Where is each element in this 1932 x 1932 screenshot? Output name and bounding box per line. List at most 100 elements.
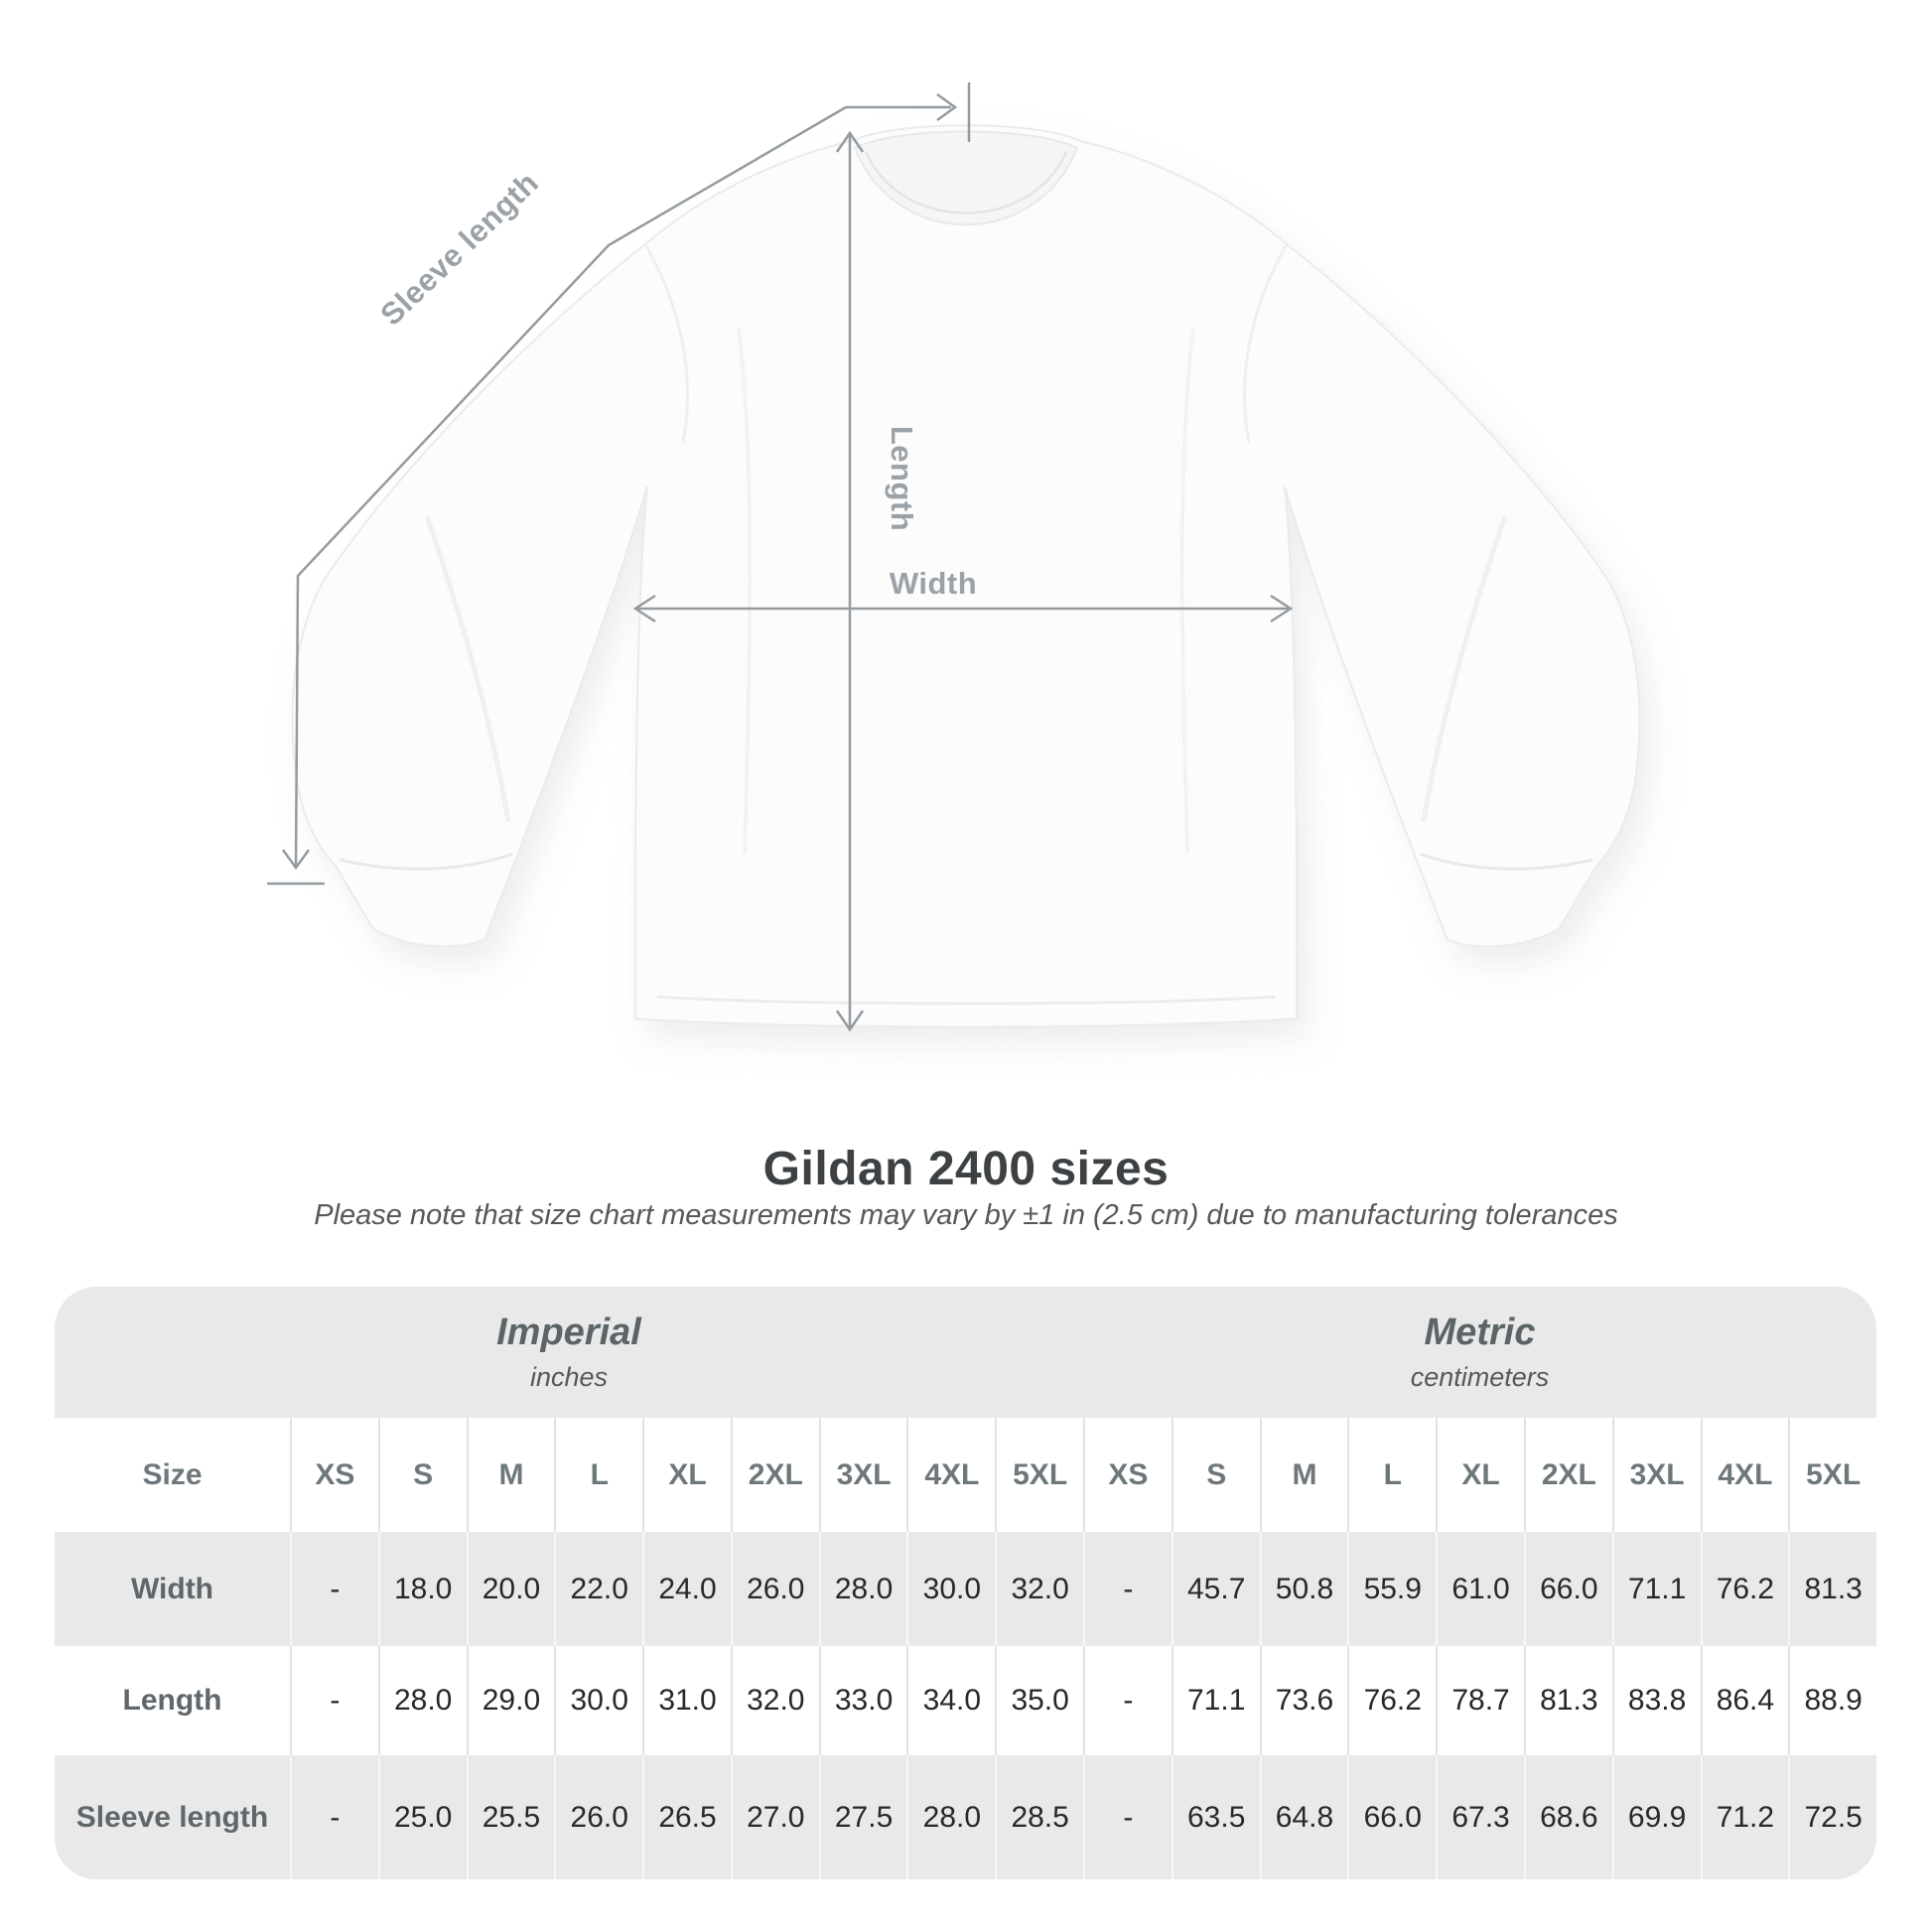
value-cell-imperial: 20.0 (466, 1532, 555, 1646)
value-cell-metric: 73.6 (1259, 1646, 1348, 1755)
value-cell-metric: 45.7 (1171, 1532, 1260, 1646)
value-cell-metric: 69.9 (1611, 1755, 1701, 1879)
value-cell-imperial: 25.5 (466, 1755, 555, 1879)
width-left-arrow-icon (632, 594, 656, 623)
shirt-measurement-diagram: Sleeve length Length Width (267, 82, 1652, 1045)
value-cell-metric: 50.8 (1259, 1532, 1348, 1646)
measure-row-label: Sleeve length (75, 1800, 269, 1834)
value-cell-metric: 63.5 (1171, 1755, 1260, 1879)
size-col-metric-xs: XS (1083, 1418, 1172, 1532)
size-col-imperial-3xl: 3XL (818, 1418, 907, 1532)
value-cell-metric: 71.1 (1171, 1646, 1260, 1755)
size-col-metric-5xl: 5XL (1788, 1418, 1876, 1532)
size-header-label: Size (142, 1457, 203, 1491)
value-cell-imperial: 33.0 (818, 1646, 907, 1755)
value-cell-metric: 88.9 (1788, 1646, 1876, 1755)
collar-seam (864, 151, 1068, 214)
value-cell-metric: 66.0 (1523, 1532, 1612, 1646)
size-col-imperial-2xl: 2XL (730, 1418, 819, 1532)
metric-group-header: Metric centimeters (1083, 1287, 1876, 1418)
measure-row-2: Sleeve length -25.0 25.5 26.0 26.5 27.0 27.5 28… (55, 1755, 1876, 1879)
value-cell-imperial: 28.5 (995, 1755, 1083, 1879)
metric-group-name: Metric (1424, 1311, 1536, 1353)
sleeve-start-arrow-icon (936, 92, 958, 122)
value-cell-metric: 81.3 (1523, 1646, 1612, 1755)
value-cell-metric: 66.0 (1347, 1755, 1436, 1879)
size-table: Imperial inches Metric centimeters Size X… (55, 1287, 1876, 1879)
right-armhole-seam (1243, 243, 1289, 444)
shirt-body (291, 124, 1641, 1029)
value-cell-metric: - (1083, 1755, 1172, 1879)
value-cell-imperial: 28.0 (906, 1755, 995, 1879)
measure-row-1: Length -28.0 29.0 30.0 31.0 32.0 33.0 34.0 35.0-… (55, 1646, 1876, 1755)
value-cell-metric: - (1083, 1532, 1172, 1646)
imperial-group-header: Imperial inches (55, 1287, 1083, 1418)
value-cell-imperial: 32.0 (995, 1532, 1083, 1646)
value-cell-imperial: 30.0 (906, 1532, 995, 1646)
size-col-imperial-s: S (377, 1418, 467, 1532)
value-cell-metric: 55.9 (1347, 1532, 1436, 1646)
value-cell-imperial: 22.0 (554, 1532, 642, 1646)
page-title: Gildan 2400 sizes (762, 1143, 1170, 1195)
size-col-imperial-4xl: 4XL (906, 1418, 995, 1532)
width-label: Width (890, 566, 977, 601)
imperial-group-unit: inches (529, 1362, 609, 1392)
right-body-crease (1179, 327, 1195, 855)
value-cell-imperial: 31.0 (642, 1646, 731, 1755)
value-cell-metric: 64.8 (1259, 1755, 1348, 1879)
size-col-metric-l: L (1347, 1418, 1436, 1532)
length-annotation: Length (835, 130, 919, 1033)
size-col-metric-3xl: 3XL (1611, 1418, 1701, 1532)
measure-row-label: Width (130, 1572, 214, 1605)
value-cell-imperial: - (290, 1646, 378, 1755)
value-cell-imperial: 26.0 (730, 1532, 819, 1646)
size-col-imperial-m: M (466, 1418, 555, 1532)
value-cell-metric: 78.7 (1436, 1646, 1524, 1755)
size-col-metric-4xl: 4XL (1700, 1418, 1789, 1532)
hem-seam (656, 995, 1276, 1006)
size-col-metric-xl: XL (1436, 1418, 1524, 1532)
value-cell-metric: 71.2 (1700, 1755, 1789, 1879)
right-cuff-seam (1419, 852, 1593, 871)
size-col-metric-2xl: 2XL (1523, 1418, 1612, 1532)
size-col-imperial-l: L (554, 1418, 642, 1532)
tolerance-note: Please note that size chart measurements… (314, 1199, 1618, 1231)
length-top-arrow-icon (835, 130, 865, 153)
width-annotation: Width (632, 566, 1294, 623)
value-cell-metric: 67.3 (1436, 1755, 1524, 1879)
value-cell-imperial: - (290, 1755, 378, 1879)
size-col-imperial-5xl: 5XL (995, 1418, 1083, 1532)
value-cell-imperial: 24.0 (642, 1532, 731, 1646)
value-cell-metric: 81.3 (1788, 1532, 1876, 1646)
value-cell-metric: 72.5 (1788, 1755, 1876, 1879)
imperial-group-name: Imperial (496, 1311, 641, 1353)
size-header-row: Size XS S M L XL 2XL 3XL 4XL 5XL XS S M L XL 2XL 3XL 4XL 5… (55, 1418, 1876, 1532)
sleeve-end-arrow-icon (281, 849, 311, 871)
value-cell-imperial: 28.0 (818, 1532, 907, 1646)
value-cell-imperial: 34.0 (906, 1646, 995, 1755)
value-cell-metric: 61.0 (1436, 1532, 1524, 1646)
value-cell-metric: 68.6 (1523, 1755, 1612, 1879)
unit-group-header: Imperial inches Metric centimeters (55, 1287, 1876, 1418)
sleeve-length-label: Sleeve length (373, 165, 545, 333)
value-cell-imperial: 25.0 (377, 1755, 467, 1879)
value-cell-metric: 76.2 (1347, 1646, 1436, 1755)
size-col-imperial-xs: XS (290, 1418, 378, 1532)
value-cell-metric: - (1083, 1646, 1172, 1755)
size-col-imperial-xl: XL (642, 1418, 731, 1532)
value-cell-imperial: - (290, 1532, 378, 1646)
width-right-arrow-icon (1270, 594, 1294, 623)
length-label: Length (885, 426, 919, 531)
value-cell-metric: 83.8 (1611, 1646, 1701, 1755)
left-armhole-seam (643, 243, 689, 444)
value-cell-imperial: 30.0 (554, 1646, 642, 1755)
value-cell-imperial: 27.5 (818, 1755, 907, 1879)
right-sleeve-crease (1421, 515, 1508, 823)
left-cuff-seam (339, 852, 513, 871)
value-cell-imperial: 27.0 (730, 1755, 819, 1879)
value-cell-imperial: 29.0 (466, 1646, 555, 1755)
sleeve-length-line (294, 105, 847, 869)
value-cell-imperial: 26.0 (554, 1755, 642, 1879)
value-cell-metric: 71.1 (1611, 1532, 1701, 1646)
length-bottom-arrow-icon (835, 1010, 865, 1033)
